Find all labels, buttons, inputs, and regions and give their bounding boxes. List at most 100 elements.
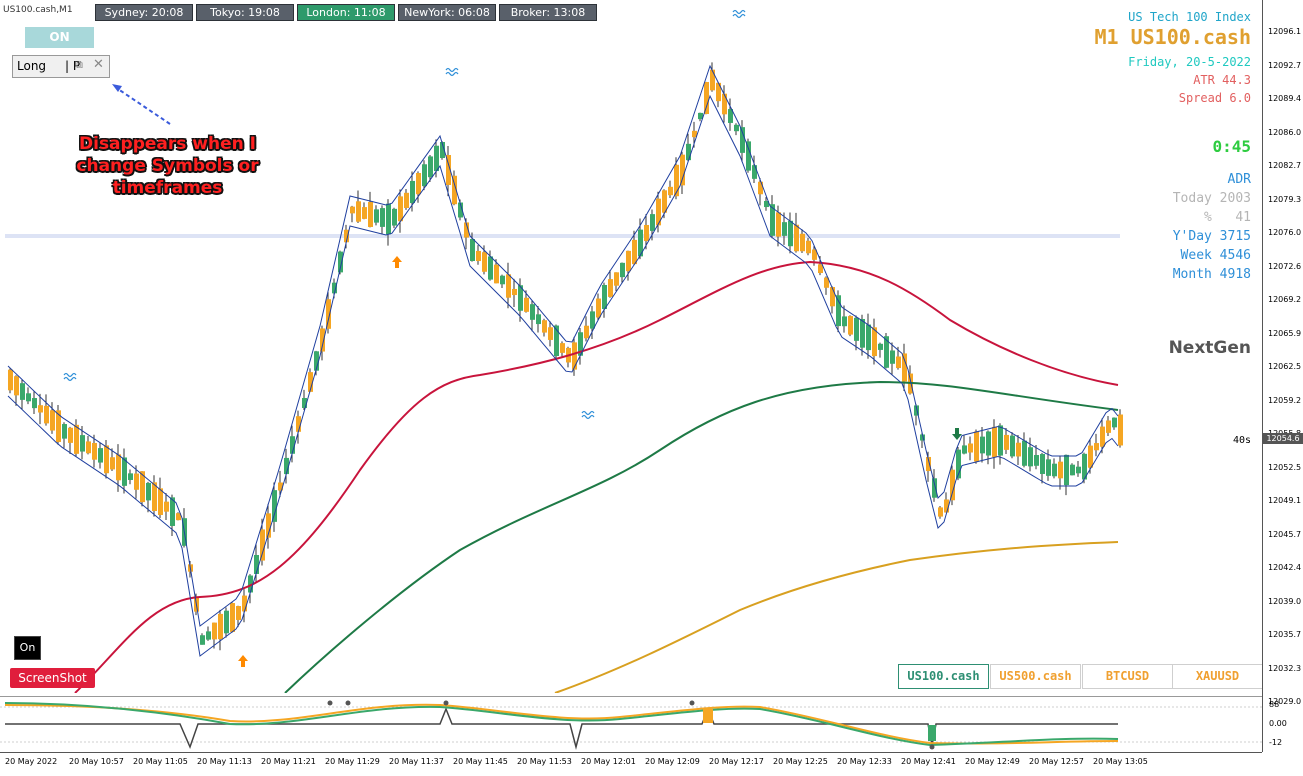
candle xyxy=(728,109,733,123)
candle xyxy=(806,240,811,254)
candle xyxy=(50,410,55,431)
trade-mode-label[interactable]: Long xyxy=(17,59,47,73)
candle xyxy=(1040,454,1045,474)
candle xyxy=(86,441,91,454)
symbol-button-xauusd[interactable]: XAUUSD xyxy=(1172,664,1263,689)
candle xyxy=(632,239,637,265)
candle xyxy=(470,239,475,261)
candle xyxy=(1118,414,1123,446)
candle xyxy=(410,180,415,204)
candle xyxy=(746,141,751,171)
candle xyxy=(176,513,181,521)
candle xyxy=(500,275,505,285)
candle xyxy=(74,424,79,454)
candle xyxy=(272,490,277,522)
candle xyxy=(938,507,943,517)
candle xyxy=(362,207,367,219)
time-tick-label: 20 May 12:01 xyxy=(581,757,636,766)
candle xyxy=(308,372,313,392)
candle xyxy=(956,449,961,479)
candle xyxy=(1010,435,1015,457)
candle xyxy=(926,456,931,472)
candle xyxy=(944,499,949,513)
candle xyxy=(866,324,871,351)
symbol-button-btcusd[interactable]: BTCUSD xyxy=(1082,664,1173,689)
price-tick-label: 12072.6 xyxy=(1268,261,1302,271)
timer-label: 0:45 xyxy=(1212,137,1251,156)
candle xyxy=(1004,434,1009,450)
candle xyxy=(758,181,763,195)
restore-window-icon[interactable]: ⧉ xyxy=(75,58,83,71)
price-chart[interactable] xyxy=(0,0,1262,693)
time-tick-label: 20 May 11:21 xyxy=(261,757,316,766)
time-tick-label: 20 May 11:29 xyxy=(325,757,380,766)
candle xyxy=(116,454,121,481)
candle xyxy=(920,434,925,441)
candle xyxy=(212,622,217,640)
candle xyxy=(914,405,919,416)
candle xyxy=(338,251,343,273)
candle xyxy=(14,376,19,396)
band-upper-line xyxy=(7,64,1119,627)
symbol-button-us500[interactable]: US500.cash xyxy=(990,664,1081,689)
adr-today: Today 2003 xyxy=(1172,191,1251,206)
candle xyxy=(1076,466,1081,474)
candle xyxy=(320,328,325,352)
candle xyxy=(374,209,379,223)
trade-panel[interactable]: Long | P ⧉ ✕ xyxy=(12,55,110,78)
candle xyxy=(974,431,979,462)
candle xyxy=(350,206,355,214)
price-tick-label: 12045.7 xyxy=(1268,529,1302,539)
oscillator-tick-label: -12 xyxy=(1269,738,1283,747)
candle xyxy=(848,316,853,335)
candle xyxy=(1100,426,1105,447)
candlestick-series xyxy=(8,62,1123,651)
candle xyxy=(1112,417,1117,428)
session-tokyo: Tokyo: 19:08 xyxy=(196,4,294,21)
candle xyxy=(734,124,739,132)
session-sydney: Sydney: 20:08 xyxy=(95,4,193,21)
candle xyxy=(206,631,211,640)
candle xyxy=(314,351,319,371)
bar-countdown: 40s xyxy=(1233,435,1252,446)
candle xyxy=(614,272,619,286)
candle xyxy=(404,192,409,208)
on-toggle-button[interactable]: On xyxy=(14,636,41,660)
candle xyxy=(122,457,127,486)
symbol-button-us100[interactable]: US100.cash xyxy=(898,664,989,689)
trade-p-label[interactable]: | P xyxy=(65,59,81,73)
trade-on-button[interactable]: ON xyxy=(25,27,94,48)
candle xyxy=(980,436,985,454)
candle xyxy=(824,277,829,288)
candle xyxy=(98,448,103,463)
price-tick-label: 12089.4 xyxy=(1268,94,1302,103)
candle xyxy=(692,130,697,138)
candle xyxy=(776,212,781,237)
candle xyxy=(572,342,577,370)
time-tick-label: 20 May 12:33 xyxy=(837,757,892,766)
candle xyxy=(596,298,601,318)
candle xyxy=(392,208,397,226)
candle xyxy=(794,224,799,252)
close-icon[interactable]: ✕ xyxy=(93,57,104,72)
wave-signal-icon xyxy=(63,9,746,420)
oscillator-panel[interactable] xyxy=(0,696,1262,753)
adr-yday: Y'Day 3715 xyxy=(1172,229,1251,244)
candle xyxy=(704,82,709,114)
candle xyxy=(1082,453,1087,480)
price-tick-label: 12092.7 xyxy=(1268,60,1302,70)
candle xyxy=(1022,440,1027,466)
candle xyxy=(650,214,655,231)
candle xyxy=(524,297,529,312)
candle xyxy=(608,279,613,297)
candle xyxy=(986,431,991,456)
candle xyxy=(452,175,457,205)
candle xyxy=(44,405,49,424)
candle xyxy=(200,635,205,645)
band-lower-line xyxy=(7,94,1119,657)
candle xyxy=(656,198,661,226)
time-tick-label: 20 May 12:25 xyxy=(773,757,828,766)
session-newyork: NewYork: 06:08 xyxy=(398,4,496,21)
screenshot-button[interactable]: ScreenShot xyxy=(10,668,95,688)
candle xyxy=(104,445,109,474)
